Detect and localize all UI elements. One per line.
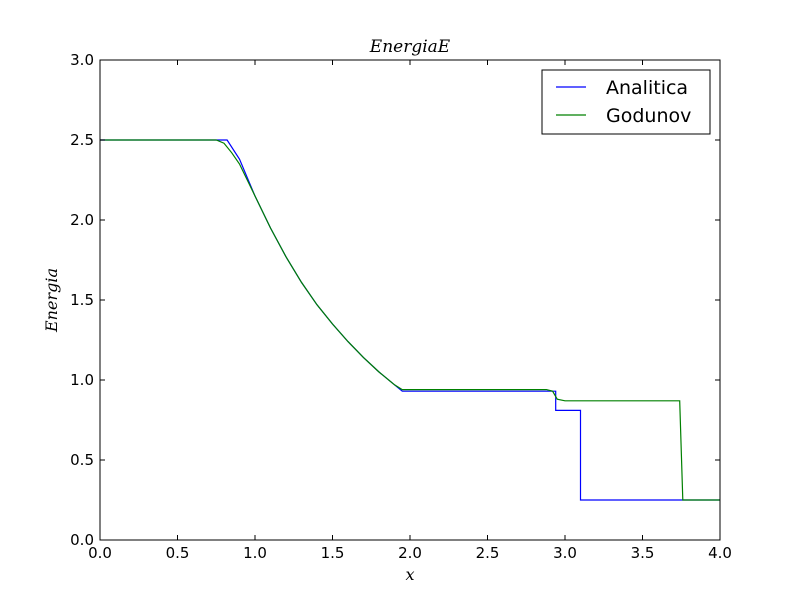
x-tick-label: 0.0 [88,544,112,562]
x-tick-label: 3.0 [553,544,577,562]
x-tick-label: 4.0 [708,544,732,562]
legend: Analitica Godunov [541,69,711,135]
series-layer [100,139,720,501]
legend-label-analitica: Analitica [606,77,688,99]
x-tick-label: 0.5 [166,544,190,562]
ticks-layer: 0.0 0.5 1.0 1.5 2.0 2.5 3.0 3.5 4.0 0.0 0.5 1.0 1.5 2… [70,51,732,562]
y-tick-label: 0.5 [70,451,94,469]
legend-items: Analitica Godunov [556,77,691,127]
y-tick-label: 1.5 [70,291,94,309]
y-tick-label: 1.0 [70,371,94,389]
x-axis-title: x [405,565,414,584]
x-tick-label: 1.0 [243,544,267,562]
chart-title: EnergiaE [369,37,451,57]
plot-area: 0.0 0.5 1.0 1.5 2.0 2.5 3.0 3.5 4.0 0.0 0.5 1.0 1.5 2… [70,51,732,562]
y-tick-label: 3.0 [70,51,94,69]
x-tick-label: 2.5 [476,544,500,562]
legend-box [541,69,711,135]
y-tick-label: 0.0 [70,531,94,549]
y-tick-label: 2.0 [70,211,94,229]
series-line-godunov [100,139,720,501]
x-tick-label: 3.5 [631,544,655,562]
y-tick-label: 2.5 [70,131,94,149]
x-tick-label: 2.0 [398,544,422,562]
series-line-analitica [100,139,720,501]
legend-label-godunov: Godunov [606,105,691,127]
y-axis-title: Energia [42,268,61,333]
x-tick-label: 1.5 [321,544,345,562]
